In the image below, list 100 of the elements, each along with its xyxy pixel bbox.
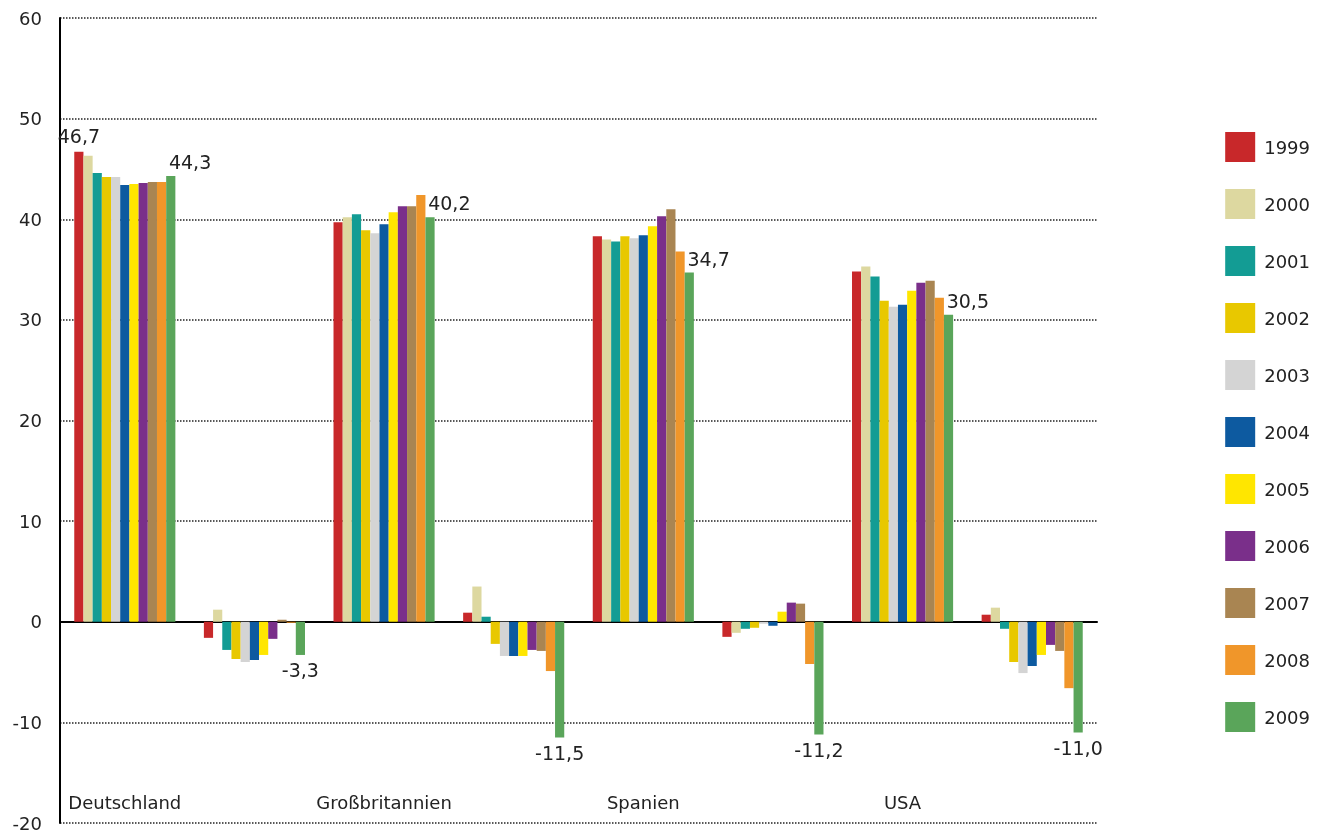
bar xyxy=(620,236,630,622)
legend-label: 2002 xyxy=(1264,307,1310,329)
bar xyxy=(657,216,667,622)
bar xyxy=(333,222,343,622)
bar xyxy=(240,621,250,662)
bar xyxy=(555,621,565,738)
legend-label: 2004 xyxy=(1264,421,1310,443)
bar xyxy=(351,214,362,622)
y-tick-label: -10 xyxy=(12,711,42,733)
bar xyxy=(814,621,824,735)
bar xyxy=(777,611,787,622)
legend-label: 2005 xyxy=(1264,478,1310,500)
bar xyxy=(166,175,176,622)
bar xyxy=(259,621,269,655)
x-tick-label: Deutschland xyxy=(68,791,182,813)
bar xyxy=(981,614,991,622)
bar xyxy=(518,621,528,656)
bar xyxy=(277,619,287,622)
bar xyxy=(934,297,944,622)
bar xyxy=(786,602,796,622)
bar xyxy=(795,603,806,622)
bar xyxy=(749,621,760,628)
bar xyxy=(601,239,612,622)
bar xyxy=(722,621,732,637)
bar xyxy=(1000,621,1010,629)
bar xyxy=(861,266,871,622)
bar xyxy=(907,290,917,622)
y-tick-label: 0 xyxy=(30,611,42,633)
y-tick-label: 10 xyxy=(19,510,42,532)
legend-label: 2006 xyxy=(1264,535,1310,557)
y-tick-label: 30 xyxy=(19,309,42,331)
bar xyxy=(1009,621,1019,662)
bar xyxy=(647,226,658,622)
bar xyxy=(222,621,232,650)
bar xyxy=(611,241,621,622)
data-label: -11,0 xyxy=(1053,736,1103,759)
bar xyxy=(852,271,862,622)
bar xyxy=(870,276,880,622)
bar xyxy=(592,236,602,622)
bar xyxy=(231,621,241,659)
bar xyxy=(638,235,648,622)
bar xyxy=(1018,621,1028,674)
bar xyxy=(425,217,435,622)
legend-label: 2001 xyxy=(1264,250,1310,272)
bar xyxy=(490,621,500,644)
bar xyxy=(684,272,694,622)
x-tick-label: USA xyxy=(883,791,922,813)
bar xyxy=(888,306,898,622)
bar xyxy=(156,182,167,622)
data-label: -11,2 xyxy=(794,738,844,761)
bar xyxy=(1027,621,1037,667)
bar xyxy=(295,621,305,655)
data-label: 34,7 xyxy=(687,247,730,270)
bar xyxy=(407,206,417,622)
y-tick-label: 60 xyxy=(19,7,42,29)
bar xyxy=(499,621,510,656)
legend-label: 2007 xyxy=(1264,592,1310,614)
bar xyxy=(1036,621,1046,655)
bar xyxy=(138,183,148,622)
bar xyxy=(213,609,223,622)
bar xyxy=(388,212,398,622)
bar xyxy=(768,621,778,626)
bar xyxy=(111,176,121,622)
data-label: -3,3 xyxy=(281,659,319,682)
y-tick-label: -20 xyxy=(12,812,42,832)
bar xyxy=(925,280,935,622)
bar xyxy=(397,206,408,622)
bar xyxy=(740,621,750,629)
bar xyxy=(1073,621,1083,733)
bar xyxy=(879,300,889,622)
bar xyxy=(74,151,84,622)
bar xyxy=(129,184,139,622)
bar xyxy=(370,233,380,622)
data-label: 44,3 xyxy=(168,150,212,173)
bar xyxy=(629,238,639,622)
bar xyxy=(990,607,1001,622)
bar xyxy=(481,616,491,622)
bar xyxy=(943,314,954,622)
data-label: 40,2 xyxy=(428,192,471,215)
x-tick-label: Spanien xyxy=(606,791,680,813)
bar xyxy=(1045,621,1056,645)
legend-label: 2000 xyxy=(1264,193,1310,215)
bar xyxy=(101,176,112,622)
bar xyxy=(249,621,260,660)
bar xyxy=(897,304,908,622)
bar xyxy=(1064,621,1074,689)
bar xyxy=(268,621,278,639)
bar xyxy=(416,195,426,622)
bar xyxy=(675,251,685,622)
x-tick-label: Großbritannien xyxy=(316,791,452,813)
bar xyxy=(536,621,546,651)
bar xyxy=(379,224,389,622)
bar xyxy=(120,185,130,622)
data-label: 30,5 xyxy=(946,289,989,312)
bar xyxy=(463,612,473,622)
legend-label: 2008 xyxy=(1264,649,1310,671)
y-tick-label: 40 xyxy=(19,208,42,230)
legend-label: 1999 xyxy=(1264,136,1310,158)
bar xyxy=(731,621,741,633)
y-tick-label: 20 xyxy=(19,410,42,431)
